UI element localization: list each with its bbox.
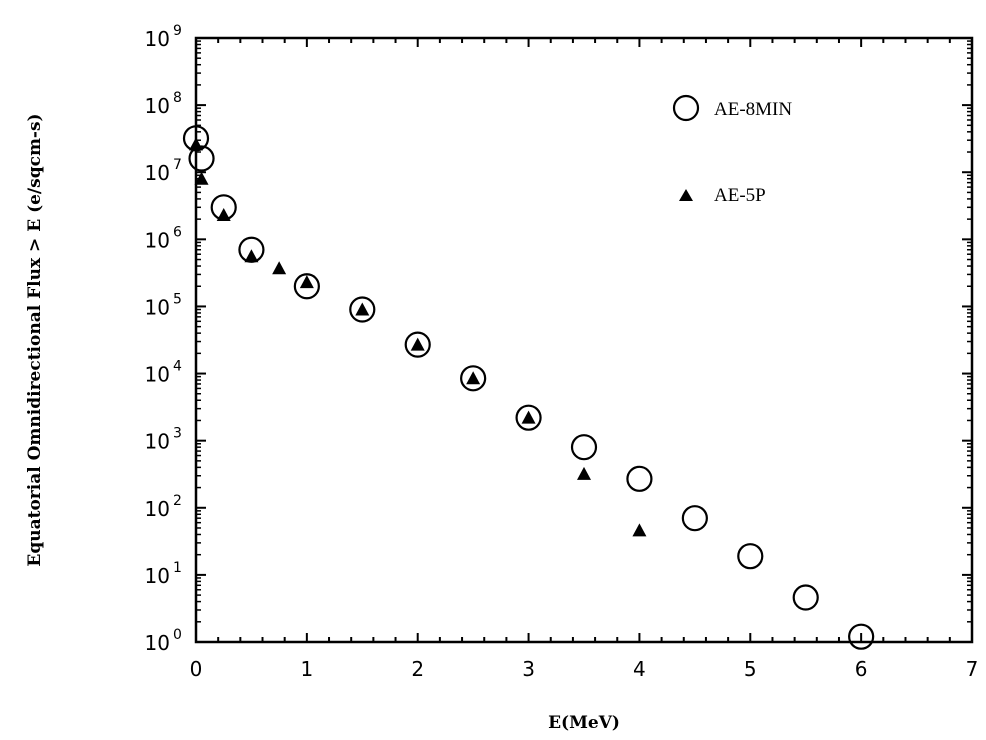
plot-frame: [194, 36, 974, 644]
ae5p-point: [299, 275, 314, 289]
ae8min-point: [570, 434, 598, 461]
y-tick-label-exponent: 4: [173, 359, 182, 375]
ae8min-point: [737, 543, 764, 570]
ae8min-point: [188, 145, 215, 172]
x-tick-label: 6: [855, 657, 868, 681]
ae5p-point: [577, 466, 591, 480]
y-tick-label-base: 10: [145, 564, 170, 588]
x-tick-label: 7: [966, 657, 979, 681]
y-tick-label-exponent: 0: [173, 627, 182, 643]
ae5p-point: [189, 137, 203, 151]
ae8min-point: [404, 331, 431, 358]
ae5p-point: [355, 302, 370, 316]
legend-label-ae5p: AE-5P: [714, 185, 766, 206]
x-tick-label: 0: [190, 657, 203, 681]
legend-marker-ae5p: [679, 189, 693, 201]
ae8min-point: [681, 505, 708, 532]
legend-marker-ae8min: [672, 94, 700, 122]
ae5p-point: [216, 208, 231, 222]
y-tick-label-base: 10: [145, 497, 170, 521]
ae5p-point: [466, 371, 481, 385]
y-axis-title: Equatorial Omnidirectional Flux > E (e/s…: [25, 113, 45, 566]
x-tick-label: 1: [300, 657, 313, 681]
ae5p-point: [272, 261, 287, 275]
y-tick-label-base: 10: [145, 94, 170, 118]
ae8min-point: [349, 296, 376, 323]
y-tick-label-exponent: 7: [173, 157, 182, 173]
y-tick-label-base: 10: [145, 430, 170, 454]
x-tick-label: 5: [744, 657, 757, 681]
ae8min-point: [792, 584, 819, 611]
x-tick-label: 2: [411, 657, 424, 681]
y-tick-label-exponent: 3: [173, 426, 182, 442]
ae8min-point: [848, 623, 875, 650]
x-axis-title: E(MeV): [548, 713, 620, 733]
ae5p-point: [410, 337, 425, 351]
x-tick-labels: 0 1 2 3 4 5 6 7: [190, 657, 979, 681]
ae8min-point: [515, 404, 542, 431]
ae5p-point: [194, 171, 209, 185]
ae8min-point: [293, 273, 320, 300]
axis-ticks: [195, 37, 973, 643]
ae5p-point: [244, 249, 259, 263]
y-tick-label-exponent: 2: [173, 493, 182, 509]
legend-label-ae8min: AE-8MIN: [714, 99, 792, 120]
x-tick-label: 4: [633, 657, 646, 681]
y-tick-label-exponent: 1: [173, 560, 182, 576]
y-tick-label-base: 10: [145, 228, 170, 252]
y-tick-label-exponent: 5: [173, 291, 182, 307]
y-tick-label-exponent: 8: [173, 90, 182, 106]
x-tick-label: 3: [522, 657, 535, 681]
ae5p-point: [632, 523, 647, 537]
y-tick-label-base: 10: [145, 631, 170, 655]
ae5p-point: [521, 410, 536, 424]
y-tick-label-base: 10: [145, 363, 170, 387]
ae8min-point: [460, 365, 487, 392]
data-points: [182, 125, 875, 650]
y-tick-label-base: 10: [145, 161, 170, 185]
y-tick-label-exponent: 9: [173, 23, 182, 39]
legend: AE-8MIN AE-5P: [672, 94, 792, 206]
y-tick-label-exponent: 6: [173, 224, 182, 240]
ae8min-point: [626, 465, 653, 492]
y-tick-label-base: 10: [145, 27, 170, 51]
y-tick-label-base: 10: [145, 295, 170, 319]
